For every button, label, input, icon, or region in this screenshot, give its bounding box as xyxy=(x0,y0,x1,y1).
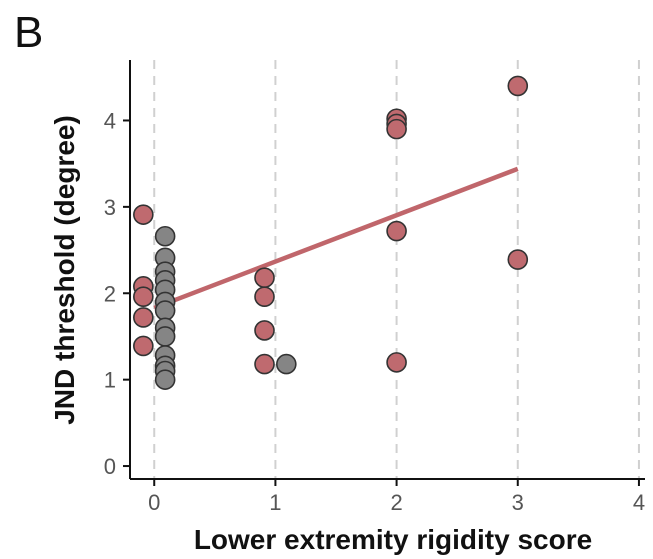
x-tick-label: 3 xyxy=(512,490,524,515)
data-point xyxy=(507,249,529,270)
data-point xyxy=(133,335,154,357)
data-point xyxy=(254,286,275,308)
x-tick-label: 1 xyxy=(269,490,281,515)
data-point xyxy=(154,225,176,247)
regression-line-layer xyxy=(153,166,519,311)
data-point xyxy=(507,75,529,97)
data-point xyxy=(133,286,154,308)
data-point xyxy=(386,352,407,373)
data-point xyxy=(254,353,275,375)
regression-line xyxy=(153,166,519,311)
data-point xyxy=(254,320,275,341)
y-tick-label: 4 xyxy=(104,108,116,133)
y-tick-label: 1 xyxy=(104,368,116,393)
ticks: 0 1 2 3 4 0 1 2 3 4 xyxy=(104,108,645,515)
x-tick-label: 2 xyxy=(390,490,402,515)
panel-label: B xyxy=(14,8,44,57)
data-point xyxy=(154,369,176,390)
data-point xyxy=(133,307,154,328)
data-point xyxy=(254,267,275,289)
data-point xyxy=(386,220,407,242)
y-tick-label: 3 xyxy=(104,195,116,220)
data-point xyxy=(154,300,176,321)
data-point xyxy=(276,353,297,375)
data-points xyxy=(133,75,529,390)
data-point xyxy=(154,326,176,347)
y-tick-label: 0 xyxy=(104,454,116,479)
x-tick-label: 4 xyxy=(633,490,645,515)
data-point xyxy=(133,204,154,225)
y-tick-label: 2 xyxy=(104,281,116,306)
y-axis-title: JND threshold (degree) xyxy=(49,115,80,425)
x-axis-title: Lower extremity rigidity score xyxy=(194,524,592,555)
x-tick-label: 0 xyxy=(148,490,160,515)
axes xyxy=(129,60,645,480)
data-point xyxy=(386,118,407,140)
